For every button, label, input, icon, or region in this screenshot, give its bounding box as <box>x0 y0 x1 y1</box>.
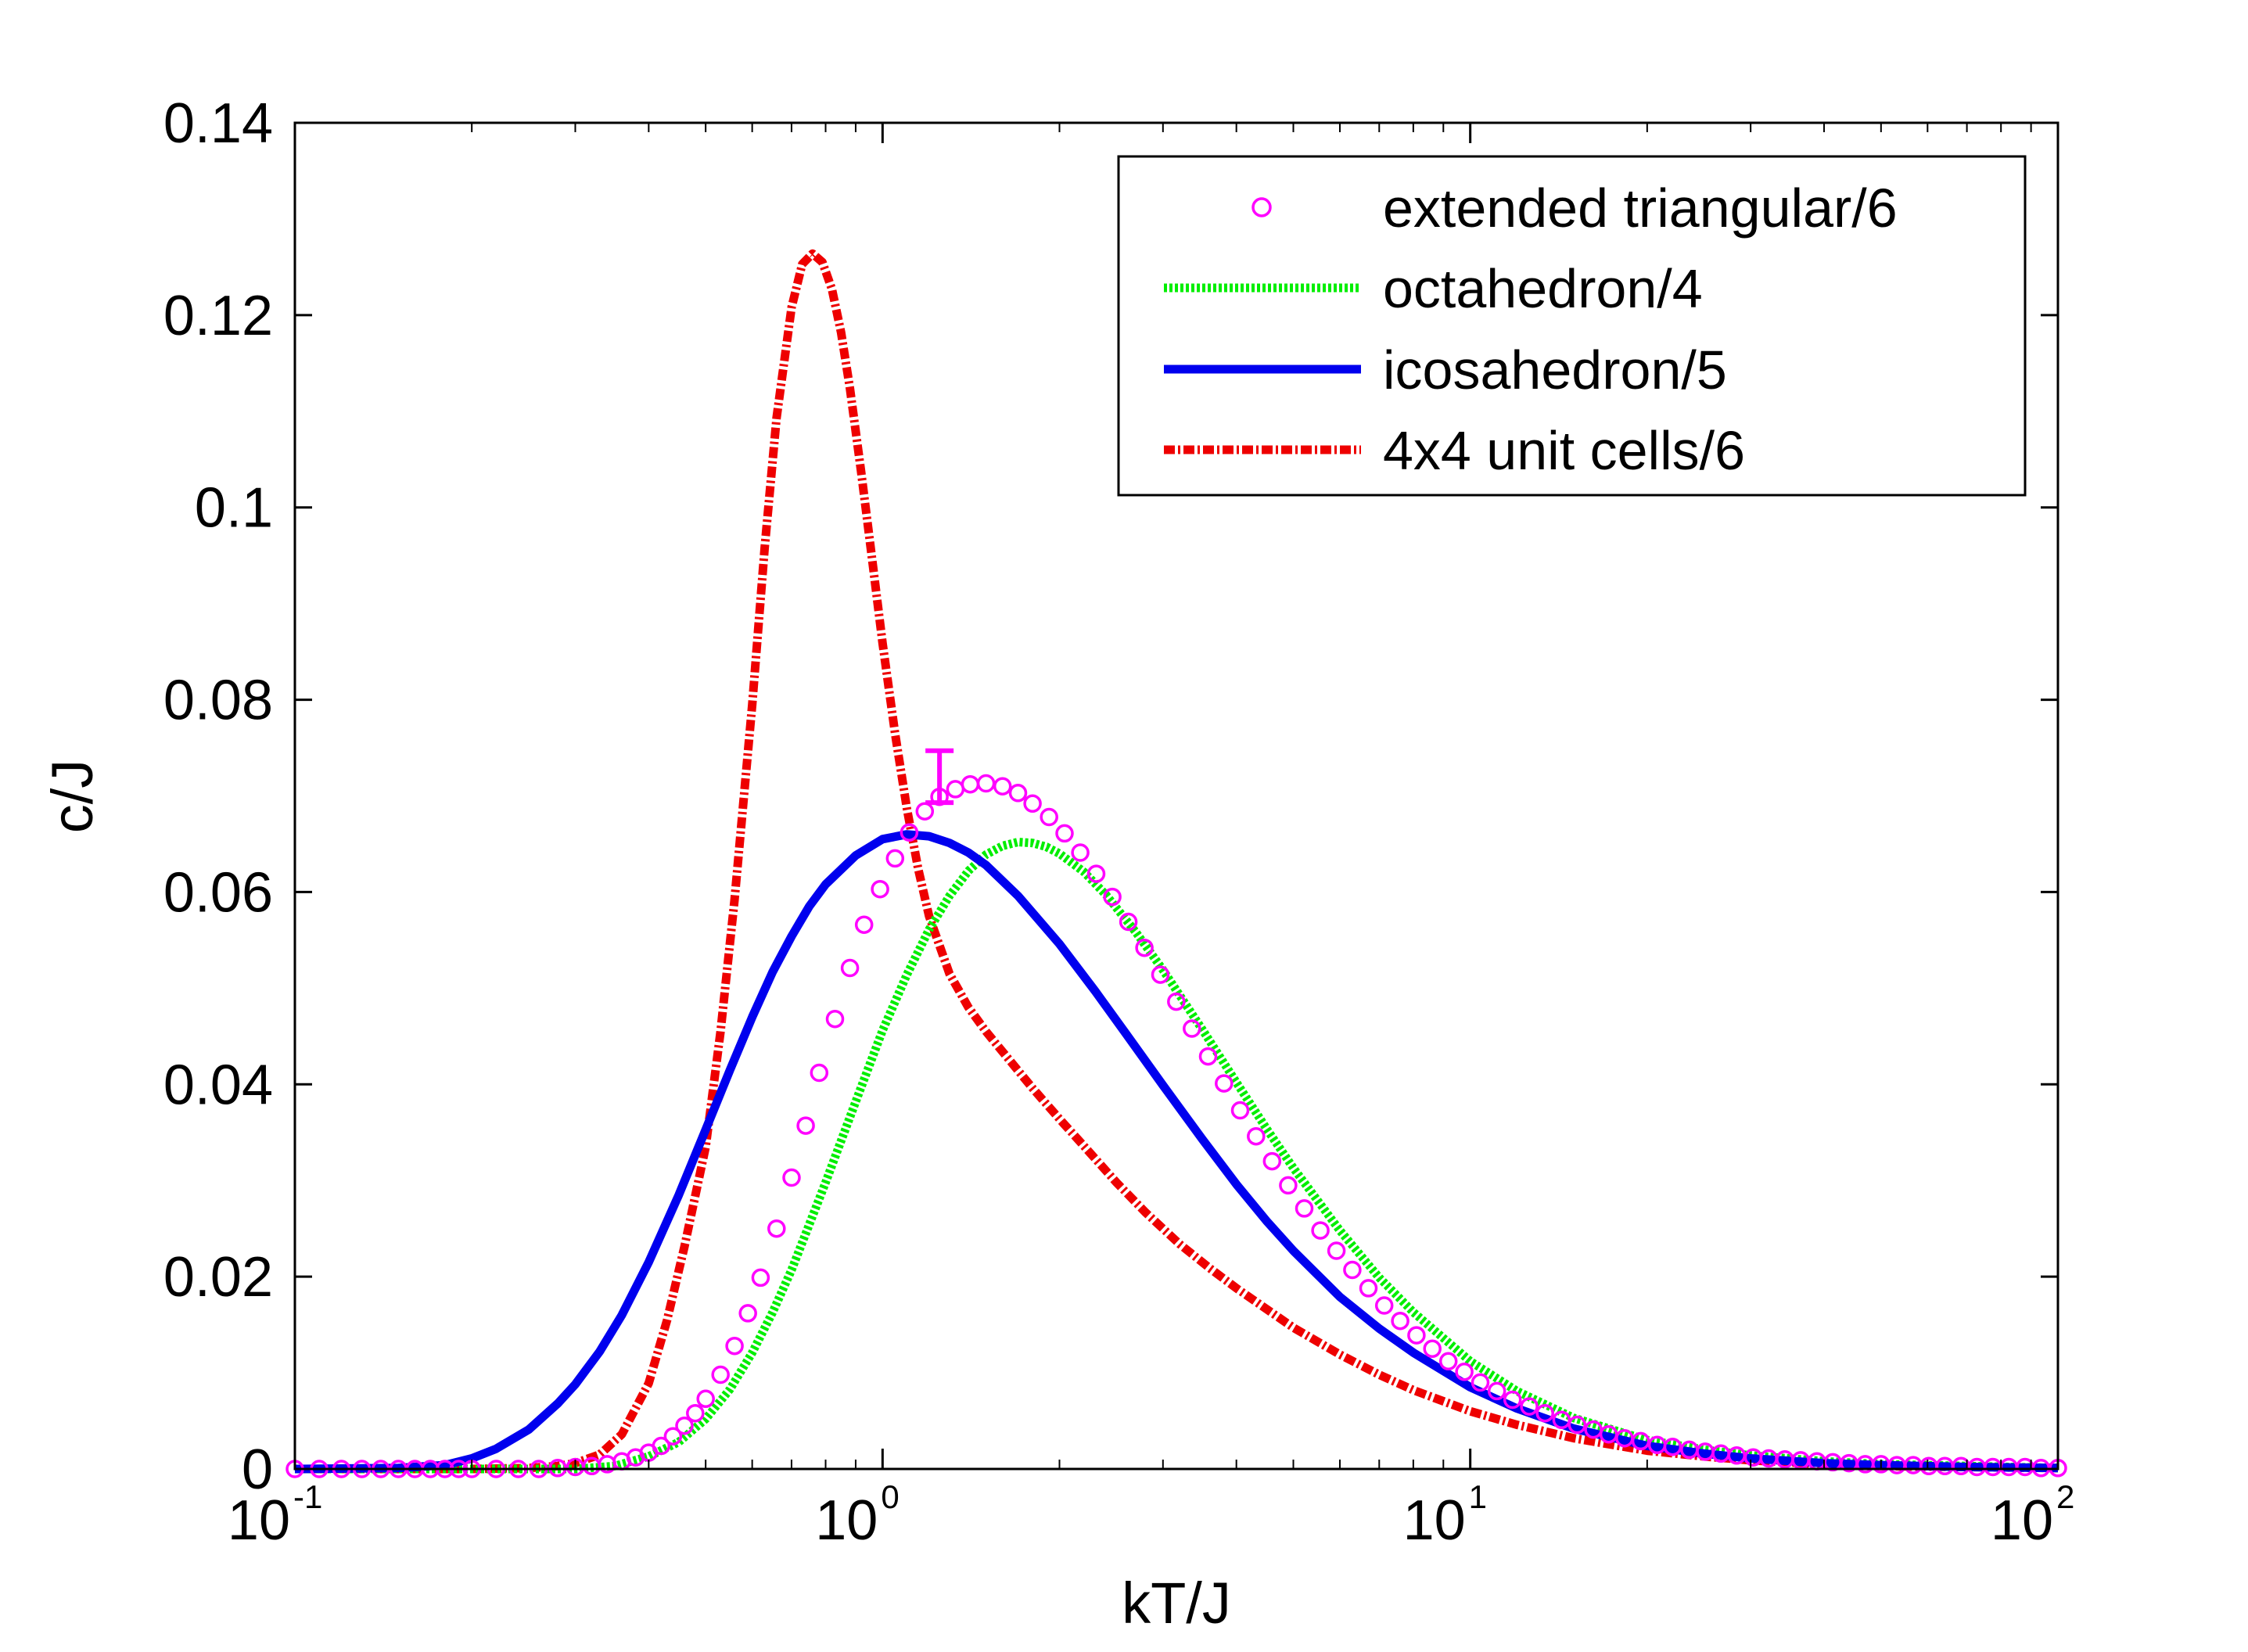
y-tick-label: 0 <box>242 1438 273 1501</box>
data-point <box>1167 992 1186 1011</box>
legend-label-octahedron: octahedron/4 <box>1383 258 1703 319</box>
data-point <box>725 1336 744 1356</box>
legend-label-extended-triangular: extended triangular/6 <box>1383 178 1898 239</box>
series-line <box>294 830 2059 1474</box>
data-point <box>840 958 860 978</box>
y-tick-label: 0.08 <box>163 670 273 732</box>
legend-entry-extended-triangular: extended triangular/6 <box>1251 178 1898 239</box>
data-point <box>751 1268 770 1287</box>
data-point <box>796 1116 815 1135</box>
y-axis-label: c/J <box>40 760 105 834</box>
data-point <box>782 1168 801 1187</box>
x-tick-base: 10 <box>228 1489 290 1552</box>
y-tick-label: 0.14 <box>163 92 273 155</box>
data-point <box>675 1416 694 1435</box>
data-point <box>810 1063 829 1083</box>
x-tick-base: 10 <box>1991 1489 2053 1552</box>
data-point <box>1086 864 1106 883</box>
data-point <box>854 915 874 934</box>
data-point <box>767 1219 786 1238</box>
data-point <box>1663 1437 1682 1456</box>
legend-entry-icosahedron: icosahedron/5 <box>1164 339 1727 400</box>
data-point <box>1327 1241 1346 1260</box>
data-point <box>1311 1221 1330 1240</box>
data-point <box>1438 1352 1458 1371</box>
data-point <box>1103 887 1122 907</box>
x-tick-exponent: -1 <box>293 1478 322 1515</box>
data-point <box>1023 794 1042 813</box>
data-point <box>1423 1339 1442 1359</box>
data-point <box>738 1304 757 1323</box>
data-point <box>1135 938 1154 957</box>
x-tick-base: 10 <box>1403 1489 1466 1552</box>
legend-label-4x4-unit-cells: 4x4 unit cells/6 <box>1383 420 1745 481</box>
data-point <box>1247 1126 1266 1146</box>
legend-label-icosahedron: icosahedron/5 <box>1383 339 1727 400</box>
data-point <box>1008 784 1028 803</box>
x-tick-exponent: 0 <box>881 1478 899 1515</box>
x-tick-exponent: 1 <box>1469 1478 1487 1515</box>
data-point <box>1295 1199 1314 1218</box>
data-point <box>900 823 919 842</box>
data-point <box>1520 1397 1539 1416</box>
y-tick-label: 0.12 <box>163 285 273 347</box>
data-point <box>1215 1074 1234 1093</box>
data-point <box>871 879 889 899</box>
legend-entry-4x4-unit-cells: 4x4 unit cells/6 <box>1164 420 1745 481</box>
data-point <box>663 1427 683 1446</box>
x-tick-exponent: 2 <box>2056 1478 2074 1515</box>
y-tick-label: 0.06 <box>163 861 273 924</box>
data-point <box>1040 807 1058 827</box>
data-point <box>1151 965 1170 984</box>
x-axis-label: kT/J <box>1122 1571 1231 1636</box>
data-point <box>1471 1373 1490 1392</box>
data-point <box>993 777 1012 795</box>
data-point <box>915 802 935 821</box>
x-tick-label: 10 1 <box>1403 1478 1487 1552</box>
data-point <box>1198 1047 1218 1066</box>
x-tick-base: 10 <box>815 1489 878 1552</box>
y-tick-label: 0.02 <box>163 1246 273 1309</box>
data-point <box>1455 1363 1474 1381</box>
data-point <box>1407 1326 1426 1345</box>
data-point <box>1230 1101 1250 1120</box>
data-point <box>885 849 905 868</box>
error-bar <box>925 748 954 806</box>
data-point <box>1359 1279 1378 1298</box>
x-tick-label: 10 0 <box>815 1478 899 1552</box>
data-point <box>1535 1403 1554 1423</box>
y-tick-label: 0.04 <box>163 1054 273 1116</box>
data-point <box>1262 1151 1282 1171</box>
legend-marker-circle <box>1251 197 1272 217</box>
y-tick-label: 0.1 <box>195 477 273 540</box>
data-point <box>1391 1311 1409 1331</box>
data-point <box>1567 1415 1587 1435</box>
series-icosahedron-5 <box>294 830 2059 1474</box>
data-point <box>1487 1381 1506 1401</box>
data-point <box>1631 1431 1650 1451</box>
data-point <box>1055 824 1074 843</box>
data-point <box>1279 1176 1298 1195</box>
axes-box <box>293 121 2059 1471</box>
data-point <box>686 1403 705 1423</box>
data-point <box>1119 912 1138 932</box>
data-point <box>1183 1019 1201 1038</box>
data-point <box>1503 1390 1522 1410</box>
legend-entry-octahedron: octahedron/4 <box>1164 258 1703 319</box>
data-point <box>711 1365 730 1384</box>
data-point <box>652 1436 671 1456</box>
x-tick-label: 10 2 <box>1991 1478 2074 1552</box>
data-point <box>696 1389 715 1409</box>
legend: extended triangular/6 octahedron/4 icosa… <box>1117 155 2027 497</box>
data-point <box>1374 1296 1394 1315</box>
data-point <box>1071 843 1090 862</box>
x-tick-label: 10 -1 <box>228 1478 322 1552</box>
data-point <box>825 1009 845 1029</box>
data-point <box>1343 1260 1362 1280</box>
